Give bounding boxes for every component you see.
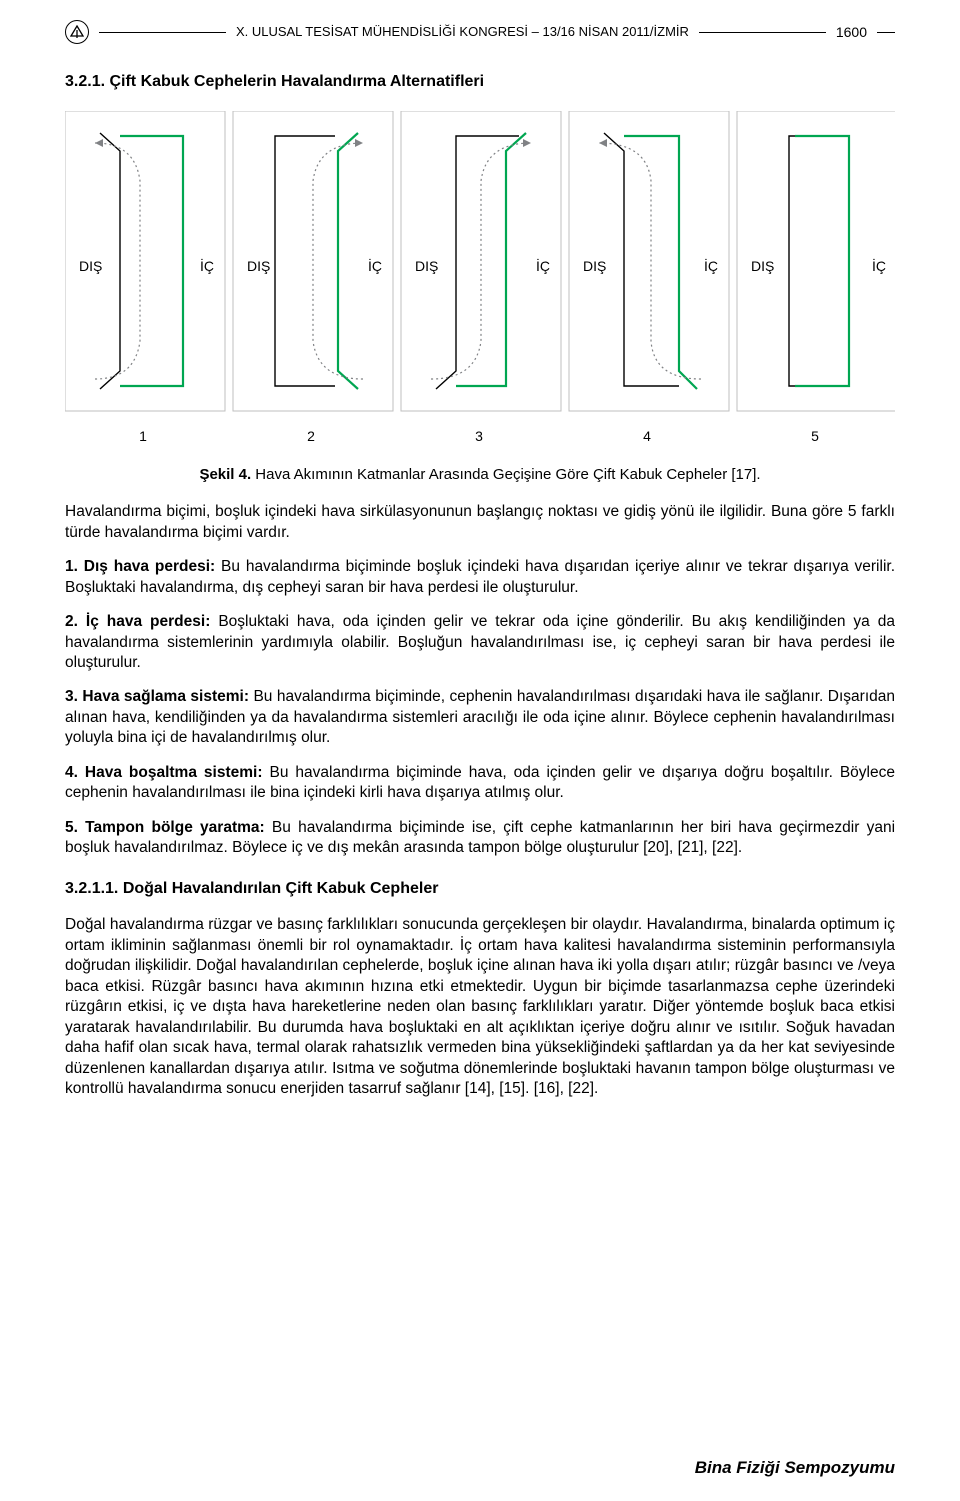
page-header: X. ULUSAL TESİSAT MÜHENDİSLİĞİ KONGRESİ …	[65, 20, 895, 44]
page-number: 1600	[836, 23, 867, 41]
svg-text:1: 1	[139, 428, 147, 444]
item-5-label: 5. Tampon bölge yaratma:	[65, 819, 265, 836]
svg-text:DIŞ: DIŞ	[583, 258, 606, 274]
svg-text:İÇ: İÇ	[368, 257, 382, 274]
figure-caption-prefix: Şekil 4.	[199, 466, 251, 483]
svg-text:DIŞ: DIŞ	[247, 258, 270, 274]
item-1-label: 1. Dış hava perdesi:	[65, 558, 215, 575]
svg-text:DIŞ: DIŞ	[751, 258, 774, 274]
svg-text:5: 5	[811, 428, 819, 444]
item-4-label: 4. Hava boşaltma sistemi:	[65, 764, 263, 781]
item-4: 4. Hava boşaltma sistemi: Bu havalandırm…	[65, 763, 895, 804]
body-paragraph: Doğal havalandırma rüzgar ve basınç fark…	[65, 915, 895, 1099]
figure-caption-text: Hava Akımının Katmanlar Arasında Geçişin…	[251, 466, 760, 483]
svg-text:İÇ: İÇ	[872, 257, 886, 274]
item-3-label: 3. Hava sağlama sistemi:	[65, 688, 249, 705]
footer-text: Bina Fiziği Sempozyumu	[695, 1457, 895, 1479]
header-rule-mid	[699, 32, 826, 33]
item-1: 1. Dış hava perdesi: Bu havalandırma biç…	[65, 557, 895, 598]
svg-text:3: 3	[475, 428, 483, 444]
header-congress-text: X. ULUSAL TESİSAT MÜHENDİSLİĞİ KONGRESİ …	[236, 24, 689, 41]
item-2-label: 2. İç hava perdesi:	[65, 613, 210, 630]
svg-text:İÇ: İÇ	[704, 257, 718, 274]
logo-icon	[65, 20, 89, 44]
figure-caption: Şekil 4. Hava Akımının Katmanlar Arasınd…	[65, 465, 895, 485]
svg-text:4: 4	[643, 428, 651, 444]
header-rule-left	[99, 32, 226, 33]
item-5: 5. Tampon bölge yaratma: Bu havalandırma…	[65, 818, 895, 859]
section-title: 3.2.1. Çift Kabuk Cephelerin Havalandırm…	[65, 72, 895, 93]
svg-text:İÇ: İÇ	[200, 257, 214, 274]
svg-text:DIŞ: DIŞ	[79, 258, 102, 274]
intro-paragraph: Havalandırma biçimi, boşluk içindeki hav…	[65, 502, 895, 543]
svg-text:2: 2	[307, 428, 315, 444]
item-2: 2. İç hava perdesi: Boşluktaki hava, oda…	[65, 612, 895, 673]
figure-4: DIŞ İÇ DIŞ İÇ DIŞ İÇ DIŞ İÇ DIŞ İÇ 1 2 3 4 5	[65, 111, 895, 451]
header-rule-right	[877, 32, 895, 33]
figure-svg: DIŞ İÇ DIŞ İÇ DIŞ İÇ DIŞ İÇ DIŞ İÇ 1 2 3 4 5	[65, 111, 895, 451]
item-3: 3. Hava sağlama sistemi: Bu havalandırma…	[65, 687, 895, 748]
svg-text:İÇ: İÇ	[536, 257, 550, 274]
subsection-title: 3.2.1.1. Doğal Havalandırılan Çift Kabuk…	[65, 879, 895, 900]
svg-text:DIŞ: DIŞ	[415, 258, 438, 274]
